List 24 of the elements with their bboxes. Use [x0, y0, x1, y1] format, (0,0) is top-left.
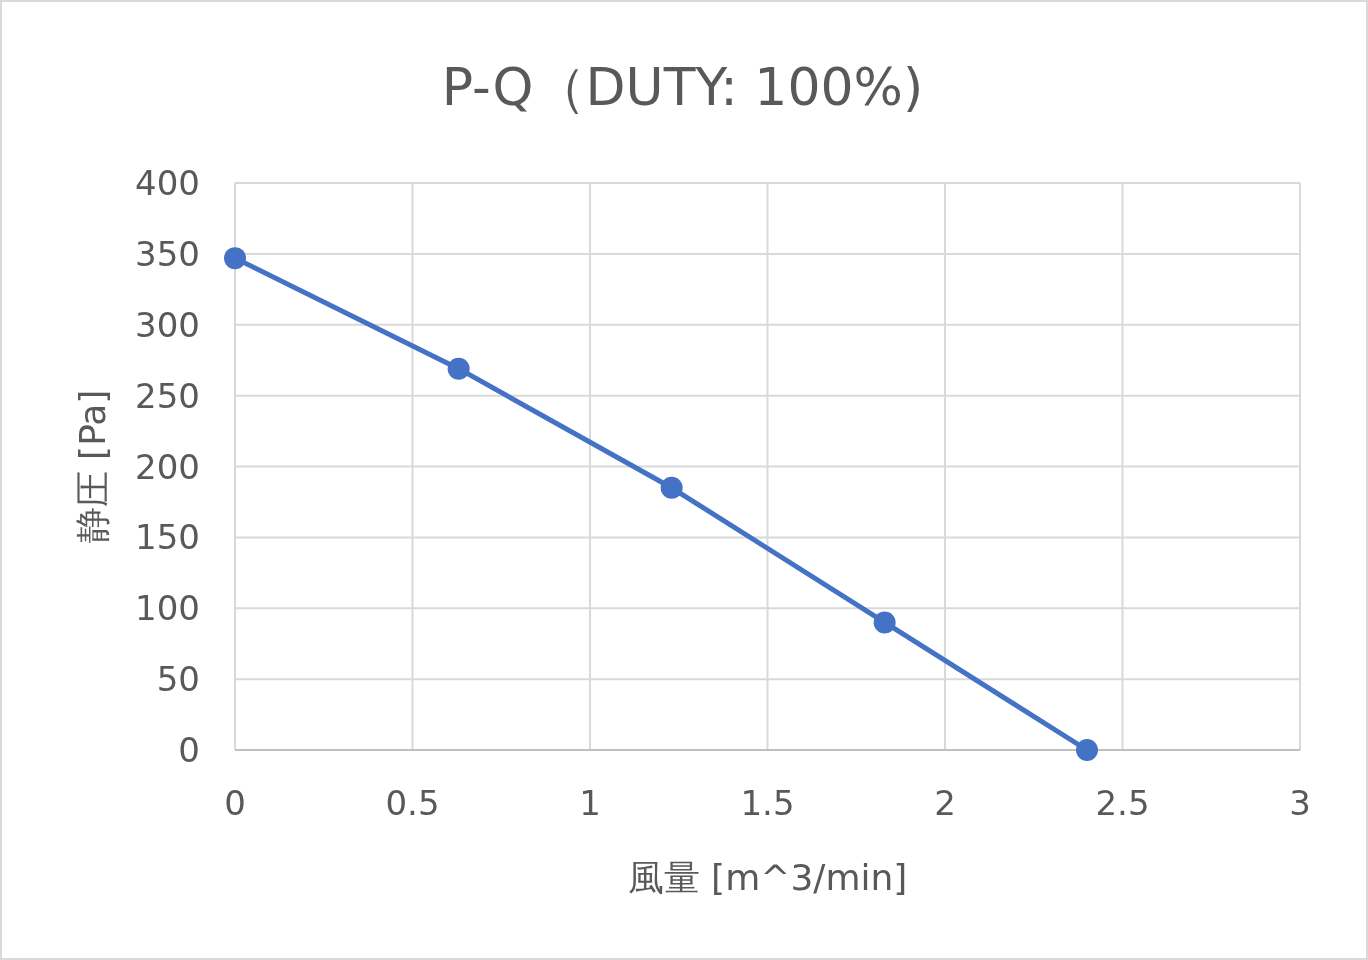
y-axis-title: 静圧 [Pa] — [72, 389, 113, 544]
y-tick-label: 150 — [135, 517, 200, 558]
y-tick-label: 350 — [135, 233, 200, 274]
y-tick-label: 50 — [156, 659, 200, 700]
point — [1076, 739, 1098, 761]
point — [873, 611, 896, 634]
x-tick-label: 0.5 — [385, 783, 440, 823]
x-tick-label: 2 — [934, 783, 956, 823]
point — [224, 247, 246, 270]
point — [447, 357, 470, 380]
x-tick-label: 0 — [224, 783, 246, 823]
chart-title: P-Q（DUTY: 100%) — [441, 57, 924, 117]
x-tick-label: 1.5 — [740, 783, 795, 823]
y-tick-label: 250 — [135, 375, 200, 416]
point — [660, 476, 683, 499]
x-tick-label: 3 — [1289, 783, 1311, 823]
y-tick-label: 300 — [135, 304, 200, 345]
y-tick-label: 0 — [178, 730, 200, 770]
x-axis-title: 風量 [m^3/min] — [627, 857, 908, 898]
x-tick-label: 2.5 — [1095, 783, 1150, 823]
x-tick-label: 1 — [579, 783, 601, 823]
y-tick-label: 400 — [135, 163, 200, 203]
y-tick-label: 200 — [135, 446, 200, 487]
y-tick-label: 100 — [135, 588, 200, 629]
